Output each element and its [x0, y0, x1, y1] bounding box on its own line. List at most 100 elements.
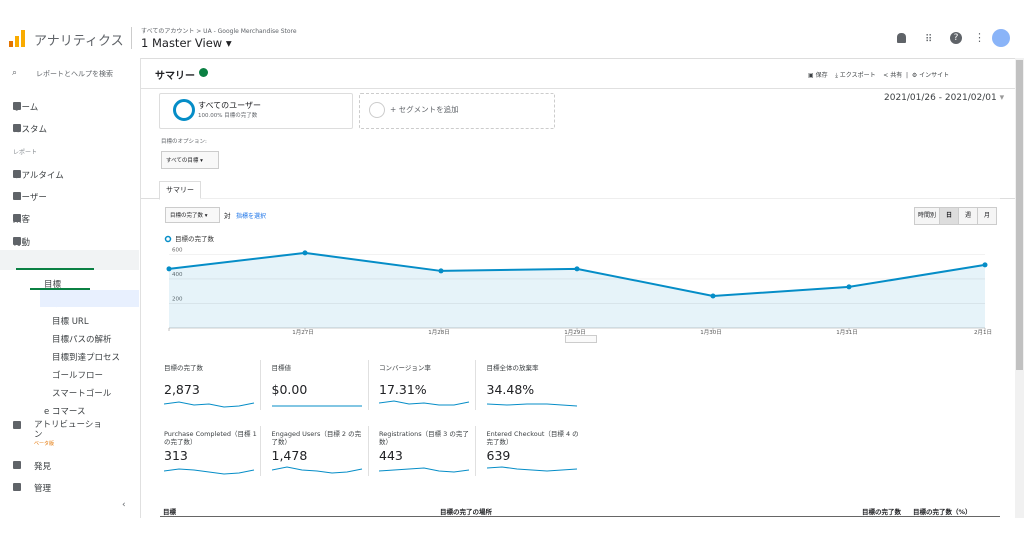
metric-value: 2,873 — [164, 382, 200, 397]
nav-item[interactable]: 発見 — [34, 462, 52, 472]
goal-option-text: すべての目標 — [166, 158, 199, 164]
nav-item: レポート — [13, 149, 38, 156]
sparkline-path — [164, 468, 255, 475]
menu-icon[interactable]: ⋮ — [974, 31, 985, 44]
nav-item[interactable]: 目標 — [44, 280, 62, 290]
sparkline — [486, 466, 577, 472]
logo — [9, 30, 25, 47]
nav-item[interactable]: 目標パスの解析 — [52, 335, 112, 345]
insight[interactable]: ⚙ インサイト — [911, 72, 950, 79]
actions: ▣ 保存 ⤓ エクスポート < 共有 | ⚙ インサイト — [808, 72, 950, 79]
nav-item[interactable]: アトリビューション — [34, 420, 102, 440]
save[interactable]: ▣ 保存 — [808, 72, 828, 79]
metric-select-text: 目標の完了数 — [170, 213, 204, 219]
goal-option[interactable]: すべての目標 ▾ — [161, 151, 219, 169]
metric-label: Registrations（目標 3 の完了数） — [379, 430, 469, 446]
nav-icon — [13, 192, 21, 200]
metric-label: Engaged Users（目標 2 の完了数） — [271, 430, 362, 446]
metric-card: Registrations（目標 3 の完了数） 443 — [375, 426, 476, 476]
add-ring — [369, 102, 385, 118]
avatar[interactable] — [992, 29, 1010, 47]
metric-label: Entered Checkout（目標 4 の完了数） — [486, 430, 579, 446]
active-section — [0, 250, 139, 270]
beta-badge: ベータ版 — [34, 441, 55, 447]
verified-icon — [199, 68, 208, 77]
segment-ring — [173, 99, 195, 121]
metric-select[interactable]: 目標の完了数 ▾ — [165, 207, 220, 223]
nav-item[interactable]: 集客 — [13, 215, 31, 225]
col-header: 目標の完了数（%） — [913, 508, 972, 516]
active-item — [40, 290, 139, 307]
share-label: 共有 — [890, 72, 903, 79]
metric-value: 443 — [379, 448, 403, 463]
nav-icon — [13, 237, 21, 245]
granularity-button[interactable]: 時間別 — [914, 207, 940, 225]
point — [982, 262, 988, 268]
segment-name: すべてのユーザー — [198, 101, 261, 110]
choose-metric[interactable]: 指標を選択 — [236, 213, 267, 220]
view-name: 1 Master View — [141, 36, 223, 50]
nav-icon — [13, 170, 21, 178]
nav-item[interactable]: e コマース — [44, 407, 86, 417]
nav-item[interactable]: ホーム — [13, 103, 39, 113]
nav-item[interactable]: 目標 URL — [52, 317, 89, 327]
nav-item[interactable]: 行動 — [13, 238, 31, 248]
metric-value: 1,478 — [271, 448, 308, 463]
sparkline — [164, 401, 255, 408]
export[interactable]: ⤓ エクスポート — [835, 72, 876, 79]
col-header: 目標の完了の場所 — [440, 508, 492, 516]
nav-item[interactable]: スマートゴール — [52, 389, 112, 399]
help-icon[interactable]: ? — [950, 32, 962, 44]
x-tick-label: 2月1日 — [974, 329, 992, 336]
share[interactable]: < 共有 — [883, 72, 903, 79]
vs: 対 — [224, 212, 231, 220]
nav-item[interactable]: 管理 — [34, 484, 52, 494]
breadcrumb[interactable]: すべてのアカウント > UA - Google Merchandise Stor… — [141, 28, 297, 35]
sparkline-path — [486, 466, 577, 472]
metric-label: コンバージョン率 — [379, 364, 431, 372]
add-segment: + セグメントを追加 — [390, 105, 459, 114]
point — [166, 266, 172, 272]
sparkline — [271, 466, 362, 474]
segment-card[interactable] — [159, 93, 353, 129]
nav-item[interactable]: カスタム — [13, 125, 48, 135]
chart-resize[interactable] — [565, 335, 597, 343]
metric-card: 目標全体の放棄率 34.48% — [483, 360, 583, 410]
nav-item[interactable]: ユーザー — [13, 193, 47, 203]
view-selector[interactable]: 1 Master View ▾ — [141, 36, 232, 50]
sparkline-path — [271, 466, 362, 474]
sparkline — [164, 468, 255, 475]
nav-item[interactable]: リアルタイム — [13, 171, 64, 181]
metric-card: 目標の完了数 2,873 — [160, 360, 261, 410]
sparkline — [271, 405, 362, 407]
underline — [16, 268, 94, 270]
sparkline-path — [486, 403, 577, 407]
bottom-margin — [0, 518, 1024, 538]
nav-icon — [13, 461, 21, 469]
x-tick-label: 1月29日 — [564, 329, 586, 336]
collapse[interactable]: ‹ — [122, 500, 126, 510]
nav-item[interactable]: 目標到達プロセス — [52, 353, 121, 363]
scroll-thumb[interactable] — [1016, 60, 1023, 370]
metric-card: Entered Checkout（目標 4 の完了数） 639 — [483, 426, 583, 476]
divider — [131, 27, 132, 49]
date-range[interactable]: 2021/01/26 - 2021/02/01 ▾ — [884, 93, 1005, 103]
granularity-button[interactable]: 日 — [939, 207, 959, 225]
nav-icon — [13, 483, 21, 491]
granularity-button[interactable]: 月 — [977, 207, 997, 225]
metric-label: 目標の完了数 — [164, 364, 203, 372]
tab[interactable]: サマリー — [159, 181, 201, 200]
apps-icon[interactable]: ⠿ — [925, 34, 933, 45]
point — [710, 293, 716, 299]
x-tick-label: 1月30日 — [700, 329, 722, 336]
legend-swatch — [164, 235, 172, 243]
metric-value: 34.48% — [486, 382, 535, 397]
toolbar — [141, 58, 1015, 89]
bell-icon[interactable] — [897, 33, 906, 43]
sparkline — [486, 403, 577, 407]
metric-value: $0.00 — [271, 382, 308, 397]
nav-item[interactable]: ゴールフロー — [52, 371, 104, 381]
metric-label: 目標値 — [271, 364, 292, 372]
add-segment-card[interactable] — [359, 93, 555, 129]
search[interactable]: レポートとヘルプを検索 — [36, 70, 113, 78]
